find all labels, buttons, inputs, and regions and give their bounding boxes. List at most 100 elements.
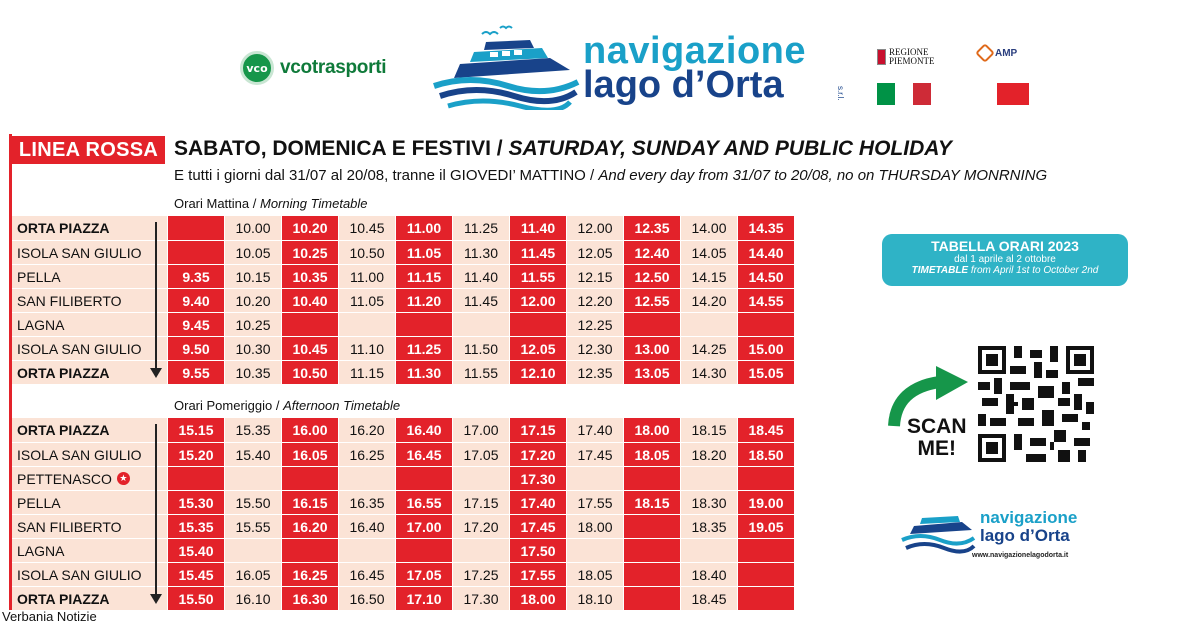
time-cell: 16.50 <box>339 587 395 610</box>
afternoon-timetable-label: Orari Pomeriggio / Afternoon Timetable <box>174 398 400 413</box>
time-cell: 15.40 <box>225 443 281 466</box>
time-cell: 11.20 <box>396 289 452 312</box>
time-cell: 12.00 <box>567 216 623 240</box>
morning-timetable-label: Orari Mattina / Morning Timetable <box>174 196 368 211</box>
linea-rossa-badge: LINEA ROSSA <box>12 136 165 164</box>
time-cell: 16.20 <box>282 515 338 538</box>
time-cell: 11.25 <box>396 337 452 360</box>
time-cell: 16.15 <box>282 491 338 514</box>
time-cell: 12.20 <box>567 289 623 312</box>
time-cell: 17.20 <box>510 443 566 466</box>
time-cell: 12.55 <box>624 289 680 312</box>
stop-label: ORTA PIAZZA <box>17 220 110 236</box>
tabella-orari-box: TABELLA ORARI 2023 dal 1 aprile al 2 ott… <box>882 234 1128 286</box>
qr-code-icon[interactable] <box>978 346 1094 462</box>
stop-label: PELLA <box>17 268 61 285</box>
time-cell: 17.25 <box>453 563 509 586</box>
time-cell: 17.40 <box>567 418 623 442</box>
stop-label: LAGNA <box>17 316 65 333</box>
time-cell: 10.25 <box>225 313 281 336</box>
time-cell: 17.20 <box>453 515 509 538</box>
time-cell: 14.35 <box>738 216 794 240</box>
table-row: ISOLA SAN GIULIO 9.50 10.30 10.45 11.10 11.25… <box>12 336 795 360</box>
stop-label: ISOLA SAN GIULIO <box>17 446 142 463</box>
time-cell: 16.35 <box>339 491 395 514</box>
stop-name: SAN FILIBERTO <box>12 289 167 312</box>
time-cell: 16.40 <box>396 418 452 442</box>
website-link[interactable]: www.navigazionelagodorta.it <box>972 552 1069 559</box>
stop-label: ORTA PIAZZA <box>17 590 110 607</box>
time-cell: 18.00 <box>510 587 566 610</box>
time-cell <box>567 539 623 562</box>
vco-trasporti-name: vcotrasporti <box>280 57 387 78</box>
time-cell: 11.00 <box>396 216 452 240</box>
time-cell: 19.00 <box>738 491 794 514</box>
table-row: ORTA PIAZZA 9.55 10.35 10.50 11.15 11.30 11.55… <box>12 360 795 384</box>
time-cell: 17.15 <box>510 418 566 442</box>
time-cell: 12.25 <box>567 313 623 336</box>
source-credit: Verbania Notizie <box>2 609 97 624</box>
star-badge-icon: ★ <box>116 472 130 485</box>
time-cell: 18.35 <box>681 515 737 538</box>
me-word: ME! <box>917 437 957 460</box>
stop-name: ISOLA SAN GIULIO <box>12 443 167 466</box>
vco-badge-icon: vco <box>240 51 274 85</box>
time-cell: 9.55 <box>168 361 224 384</box>
time-cell: 16.40 <box>339 515 395 538</box>
time-cell: 12.35 <box>624 216 680 240</box>
time-cell: 15.50 <box>168 587 224 610</box>
time-cell: 10.50 <box>282 361 338 384</box>
time-cell: 11.15 <box>339 361 395 384</box>
time-cell: 12.10 <box>510 361 566 384</box>
time-cell <box>396 539 452 562</box>
stop-name: ISOLA SAN GIULIO <box>12 241 167 264</box>
time-cell: 10.40 <box>282 289 338 312</box>
time-cell: 15.35 <box>225 418 281 442</box>
table-row: PELLA 9.35 10.15 10.35 11.00 11.15 11.40 11.55 1… <box>12 264 795 288</box>
table-row: ISOLA SAN GIULIO 15.20 15.40 16.05 16.25 16.4… <box>12 442 795 466</box>
stop-name: PETTENASCO ★ <box>12 467 167 490</box>
time-cell: 18.10 <box>567 587 623 610</box>
italy-flag-icon <box>877 83 931 105</box>
time-cell <box>168 467 224 490</box>
time-cell: 11.45 <box>453 289 509 312</box>
time-cell: 18.05 <box>567 563 623 586</box>
time-cell: 11.25 <box>453 216 509 240</box>
amp-logo: AMP <box>975 43 1017 63</box>
stop-name: ORTA PIAZZA <box>12 361 167 384</box>
extra-days-italian: E tutti i giorni dal 31/07 al 20/08, tra… <box>174 167 595 184</box>
stop-label: LAGNA <box>17 542 65 559</box>
time-cell: 11.40 <box>510 216 566 240</box>
time-cell: 10.45 <box>282 337 338 360</box>
vco-trasporti-logo: vco vcotrasporti <box>240 48 387 88</box>
afternoon-direction-arrow-icon <box>150 424 162 604</box>
morning-timetable: ORTA PIAZZA 10.00 10.20 10.45 11.00 11.25 11.4… <box>12 216 795 384</box>
time-cell <box>282 313 338 336</box>
regione-piemonte-logo: REGIONE PIEMONTE <box>877 48 935 66</box>
time-cell: 9.40 <box>168 289 224 312</box>
time-cell: 16.10 <box>225 587 281 610</box>
time-cell: 17.30 <box>453 587 509 610</box>
ferry-ship-icon <box>433 25 580 110</box>
piemonte-flag-icon <box>977 83 1029 105</box>
time-cell: 11.50 <box>453 337 509 360</box>
time-cell: 11.15 <box>396 265 452 288</box>
scan-word: SCAN <box>907 415 967 438</box>
time-cell: 18.00 <box>567 515 623 538</box>
time-cell: 18.15 <box>681 418 737 442</box>
time-cell <box>396 313 452 336</box>
stop-label: PETTENASCO <box>17 470 112 487</box>
time-cell: 17.05 <box>453 443 509 466</box>
time-cell: 16.30 <box>282 587 338 610</box>
table-row: PELLA 15.30 15.50 16.15 16.35 16.55 17.15 17.40… <box>12 490 795 514</box>
time-cell: 10.30 <box>225 337 281 360</box>
time-cell: 14.25 <box>681 337 737 360</box>
tabella-english-bold: TIMETABLE <box>911 265 969 276</box>
time-cell <box>453 539 509 562</box>
time-cell: 12.00 <box>510 289 566 312</box>
time-cell: 11.55 <box>510 265 566 288</box>
time-cell <box>681 313 737 336</box>
time-cell: 11.30 <box>396 361 452 384</box>
time-cell: 9.50 <box>168 337 224 360</box>
time-cell: 14.15 <box>681 265 737 288</box>
